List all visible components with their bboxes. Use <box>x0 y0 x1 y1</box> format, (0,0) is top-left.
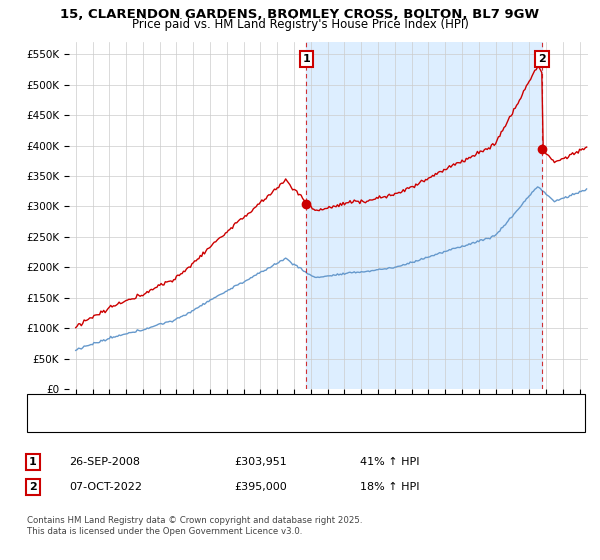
Text: £303,951: £303,951 <box>234 457 287 467</box>
Bar <box>307 42 542 389</box>
Text: 2: 2 <box>29 482 37 492</box>
Text: 1: 1 <box>29 457 37 467</box>
Text: 2: 2 <box>538 54 546 64</box>
Text: 18% ↑ HPI: 18% ↑ HPI <box>360 482 419 492</box>
Text: Price paid vs. HM Land Registry's House Price Index (HPI): Price paid vs. HM Land Registry's House … <box>131 18 469 31</box>
Text: HPI: Average price, detached house, Bolton: HPI: Average price, detached house, Bolt… <box>60 418 277 428</box>
Text: Contains HM Land Registry data © Crown copyright and database right 2025.
This d: Contains HM Land Registry data © Crown c… <box>27 516 362 536</box>
Text: 41% ↑ HPI: 41% ↑ HPI <box>360 457 419 467</box>
Text: 1: 1 <box>302 54 310 64</box>
Text: 07-OCT-2022: 07-OCT-2022 <box>69 482 142 492</box>
Text: 15, CLARENDON GARDENS, BROMLEY CROSS, BOLTON, BL7 9GW: 15, CLARENDON GARDENS, BROMLEY CROSS, BO… <box>61 8 539 21</box>
Text: 26-SEP-2008: 26-SEP-2008 <box>69 457 140 467</box>
Text: 15, CLARENDON GARDENS, BROMLEY CROSS, BOLTON, BL7 9GW (detached house): 15, CLARENDON GARDENS, BROMLEY CROSS, BO… <box>60 400 475 410</box>
Text: —: — <box>36 398 52 412</box>
Text: —: — <box>36 416 52 430</box>
Text: £395,000: £395,000 <box>234 482 287 492</box>
